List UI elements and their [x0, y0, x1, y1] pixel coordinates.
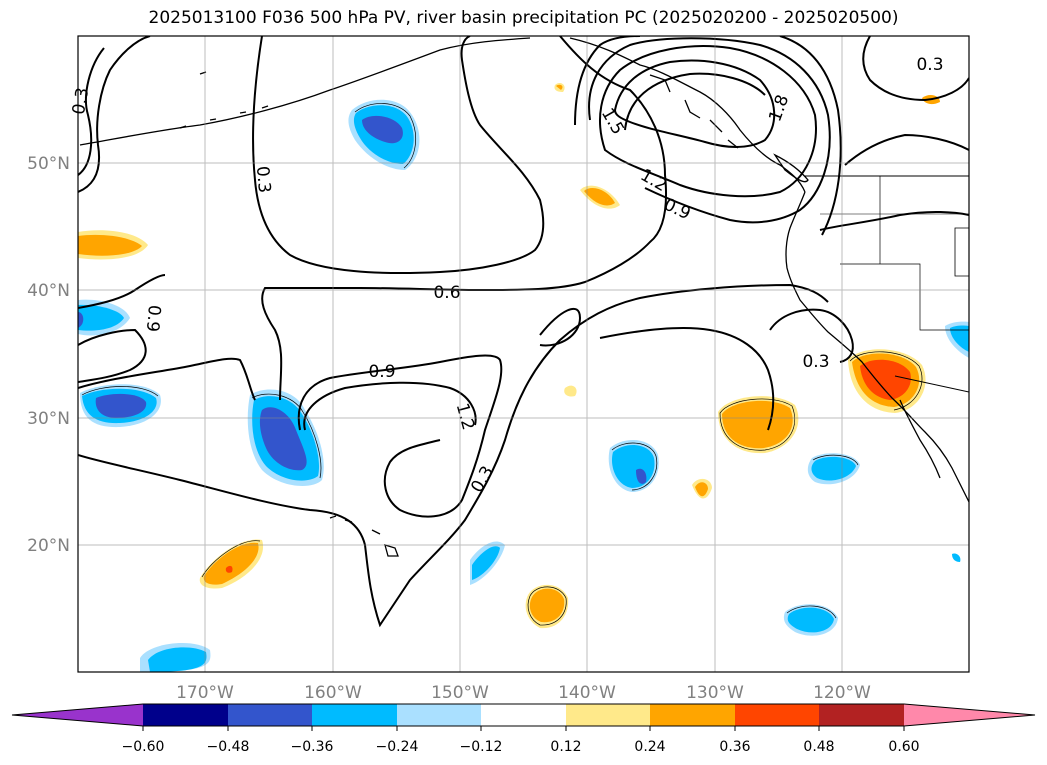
colorbar-tick-label: −0.60: [122, 739, 165, 755]
lat-label: 50°N: [27, 154, 70, 174]
colorbar-bin: [143, 704, 228, 726]
precip-shading: [78, 82, 969, 672]
lon-label: 160°W: [304, 683, 362, 703]
colorbar-bin: [566, 704, 650, 726]
colorbar-tick-label: 0.24: [634, 739, 665, 755]
colorbar-tick-label: 0.48: [803, 739, 834, 755]
graticule: [78, 36, 969, 672]
lon-label: 140°W: [558, 683, 616, 703]
contour-label: 0.3: [802, 352, 829, 372]
colorbar-bin: [312, 704, 397, 726]
lon-label: 170°W: [176, 683, 234, 703]
map-title: 2025013100 F036 500 hPa PV, river basin …: [148, 8, 899, 28]
contour-label: 0.6: [433, 283, 460, 303]
lat-label: 30°N: [27, 409, 70, 429]
contour-label: 0.3: [252, 165, 274, 194]
lat-label: 40°N: [27, 281, 70, 301]
colorbar-bin: [650, 704, 735, 726]
contour-label: 1.2: [452, 401, 478, 432]
colorbar-tick-label: 0.36: [719, 739, 750, 755]
colorbar-tick-label: 0.60: [888, 739, 919, 755]
colorbar-bin: [735, 704, 819, 726]
lat-label: 20°N: [27, 536, 70, 556]
colorbar-bin: [481, 704, 566, 726]
colorbar-tick-label: −0.48: [207, 739, 250, 755]
colorbar-tick-label: 0.12: [550, 739, 581, 755]
colorbar-bin: [819, 704, 904, 726]
lat-labels: 20°N 30°N 40°N 50°N: [27, 154, 70, 556]
colorbar: −0.60 −0.48 −0.36 −0.24 −0.12 0.12 0.24 …: [11, 703, 1036, 755]
contour-label: 0.9: [368, 362, 395, 382]
colorbar-tick-label: −0.24: [376, 739, 419, 755]
lon-label: 120°W: [813, 683, 871, 703]
contour-label: 0.3: [916, 55, 943, 75]
contour-labels: 0.3 0.3 0.3 0.3 0.3 0.6 0.9 0.9 0.9 1.2 …: [69, 55, 944, 496]
contour-label: 1.8: [765, 92, 793, 124]
lon-labels: 170°W 160°W 150°W 140°W 130°W 120°W: [176, 683, 871, 703]
colorbar-max-extend: [904, 704, 1035, 726]
colorbar-tick-label: −0.12: [460, 739, 503, 755]
contour-label: 0.9: [142, 304, 164, 333]
contour-label: 0.3: [69, 86, 93, 116]
colorbar-bin: [397, 704, 481, 726]
map-frame: [77, 35, 970, 673]
colorbar-bin: [228, 704, 312, 726]
colorbar-tick-label: −0.36: [291, 739, 334, 755]
lon-label: 150°W: [431, 683, 489, 703]
colorbar-min-extend: [12, 704, 143, 726]
pv-contours: [78, 36, 969, 628]
lon-label: 130°W: [686, 683, 744, 703]
